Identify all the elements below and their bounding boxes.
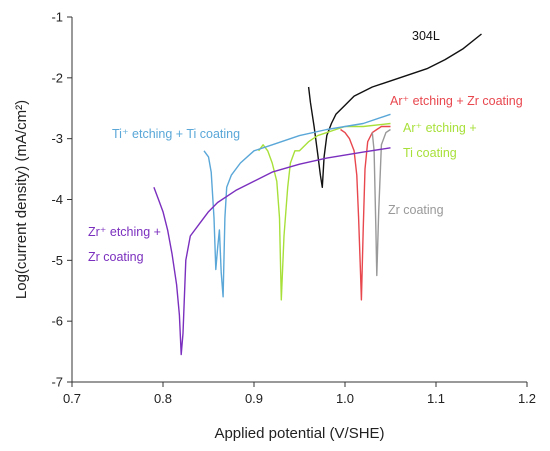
y-tick-label: -5	[51, 253, 63, 268]
series-line-2	[258, 122, 391, 301]
series-label-5: Zr coating	[88, 250, 144, 264]
x-tick-label: 1.1	[427, 391, 445, 406]
series-line-3	[371, 128, 391, 277]
y-axis-label: Log(current density) (mA/cm²)	[13, 100, 30, 299]
series-label-4: Ti⁺ etching + Ti coating	[112, 127, 240, 141]
x-ticks: 0.7 0.8 0.9 1.0 1.1 1.2	[63, 382, 536, 406]
series-line-0	[307, 33, 482, 188]
y-ticks: -1 -2 -3 -4 -5 -6 -7	[51, 10, 72, 390]
series-line-5	[153, 147, 391, 356]
series-label-5: Zr⁺ etching +	[88, 225, 161, 239]
x-tick-label: 0.7	[63, 391, 81, 406]
x-tick-label: 0.9	[245, 391, 263, 406]
x-tick-label: 0.8	[154, 391, 172, 406]
x-tick-label: 1.2	[518, 391, 536, 406]
series-labels: 304L Ar⁺ etching + Zr coating Ar⁺ etching …	[88, 29, 523, 264]
series-group	[153, 33, 482, 356]
y-tick-label: -2	[51, 70, 63, 85]
y-tick-label: -1	[51, 10, 63, 25]
series-label-2: Ti coating	[403, 146, 457, 160]
series-line-4	[203, 113, 391, 298]
series-line-1	[340, 125, 391, 301]
y-tick-label: -4	[51, 192, 63, 207]
y-tick-label: -6	[51, 314, 63, 329]
x-axis-label: Applied potential (V/SHE)	[214, 425, 384, 442]
series-label-3: Zr coating	[388, 203, 444, 217]
y-tick-label: -3	[51, 131, 63, 146]
axes	[71, 17, 527, 383]
series-label-0: 304L	[412, 29, 440, 43]
y-tick-label: -7	[51, 375, 63, 390]
series-label-2: Ar⁺ etching +	[403, 121, 477, 135]
series-label-1: Ar⁺ etching + Zr coating	[390, 94, 523, 108]
x-tick-label: 1.0	[336, 391, 354, 406]
